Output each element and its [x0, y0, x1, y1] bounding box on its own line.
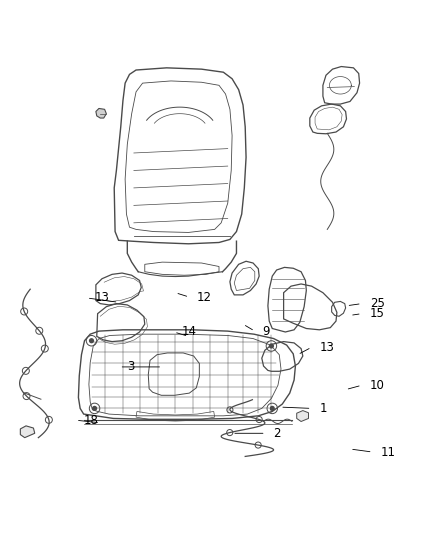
Text: 13: 13	[95, 292, 110, 304]
Polygon shape	[96, 108, 106, 118]
Circle shape	[89, 338, 94, 343]
Text: 18: 18	[84, 414, 99, 427]
Text: 3: 3	[127, 360, 135, 374]
Circle shape	[270, 406, 275, 411]
Text: 13: 13	[319, 341, 334, 354]
Text: 12: 12	[197, 290, 212, 304]
Text: 14: 14	[182, 326, 197, 338]
Polygon shape	[20, 426, 35, 438]
Polygon shape	[297, 410, 308, 422]
Text: 25: 25	[370, 297, 385, 310]
Circle shape	[269, 343, 274, 349]
Text: 11: 11	[381, 446, 396, 458]
Text: 1: 1	[319, 402, 327, 415]
Text: 15: 15	[370, 307, 385, 320]
Text: 2: 2	[274, 427, 281, 440]
Text: 10: 10	[370, 379, 385, 392]
Text: 9: 9	[263, 325, 270, 337]
Circle shape	[92, 406, 97, 411]
